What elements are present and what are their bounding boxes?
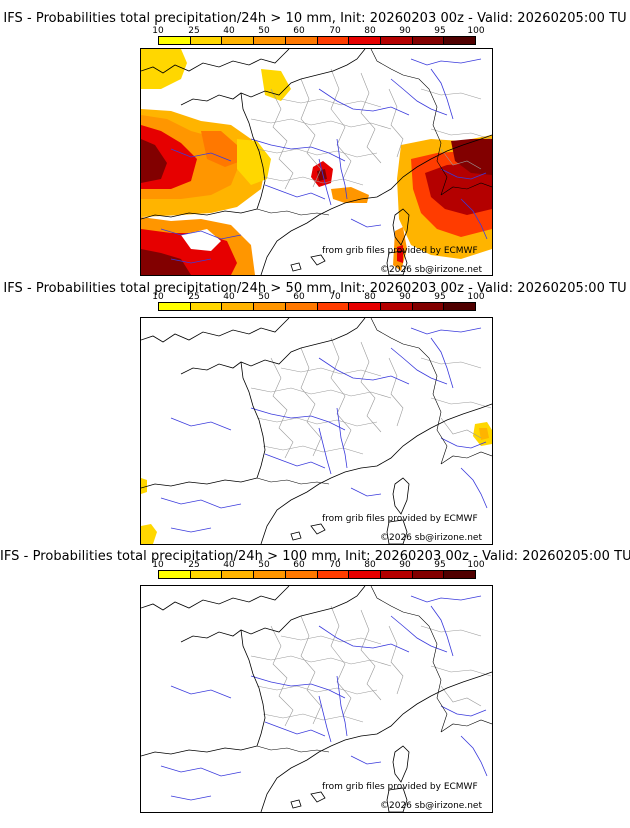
- colorbar-swatch: [254, 303, 286, 310]
- colorbar-swatch: [444, 303, 476, 310]
- panel-title: IFS - Probabilities total precipitation/…: [3, 11, 627, 26]
- map-canvas: [141, 586, 492, 812]
- colorbar-tick: 10: [152, 26, 164, 36]
- colorbar-tick: 90: [399, 560, 411, 570]
- colorbar-tick: 60: [293, 292, 305, 302]
- colorbar-swatch: [159, 303, 191, 310]
- colorbar-tick: 60: [293, 560, 305, 570]
- colorbar-tick: 80: [364, 560, 376, 570]
- colorbar-swatch: [380, 571, 413, 578]
- colorbar-swatch: [254, 37, 286, 44]
- colorbar-ticks: 10 25 40 50 60 70 80 90 95 100: [0, 560, 630, 570]
- colorbar-swatch: [285, 571, 318, 578]
- colorbar-tick: 25: [188, 560, 200, 570]
- colorbar-swatch: [222, 303, 255, 310]
- map-canvas: [141, 318, 492, 544]
- colorbar-tick: 40: [223, 292, 235, 302]
- copyright-credit: ©2026 sb@irizone.net: [380, 265, 482, 275]
- colorbar-swatch: [190, 303, 223, 310]
- precip-map: [140, 585, 493, 813]
- colorbar-tick: 80: [364, 26, 376, 36]
- colorbar-swatch: [285, 37, 318, 44]
- colorbar-tick: 50: [258, 26, 270, 36]
- colorbar-swatch: [222, 571, 255, 578]
- colorbar-swatch: [190, 571, 223, 578]
- colorbar-swatch: [380, 37, 413, 44]
- colorbar-tick: 50: [258, 292, 270, 302]
- map-panel-50mm: IFS - Probabilities total precipitation/…: [0, 270, 630, 546]
- colorbar: [158, 302, 476, 311]
- colorbar-tick: 10: [152, 292, 164, 302]
- precip-map: [140, 317, 493, 545]
- source-credit: from grib files provided by ECMWF: [322, 782, 478, 792]
- colorbar-tick: 25: [188, 292, 200, 302]
- colorbar-swatch: [159, 37, 191, 44]
- colorbar-swatch: [285, 303, 318, 310]
- colorbar-swatch: [317, 37, 350, 44]
- colorbar-ticks: 10 25 40 50 60 70 80 90 95 100: [0, 26, 630, 36]
- colorbar-swatch: [159, 571, 191, 578]
- colorbar-swatch: [412, 303, 445, 310]
- colorbar-tick: 90: [399, 26, 411, 36]
- colorbar-swatch: [317, 571, 350, 578]
- colorbar-swatch: [444, 571, 476, 578]
- source-credit: from grib files provided by ECMWF: [322, 514, 478, 524]
- colorbar: [158, 36, 476, 45]
- colorbar-tick: 50: [258, 560, 270, 570]
- colorbar-swatch: [190, 37, 223, 44]
- colorbar-tick: 90: [399, 292, 411, 302]
- map-canvas: [141, 49, 492, 275]
- colorbar-tick: 40: [223, 26, 235, 36]
- colorbar-swatch: [349, 571, 381, 578]
- colorbar-tick: 100: [467, 560, 485, 570]
- copyright-credit: ©2026 sb@irizone.net: [380, 801, 482, 811]
- colorbar-tick: 100: [467, 26, 485, 36]
- colorbar-swatch: [254, 571, 286, 578]
- colorbar-tick: 25: [188, 26, 200, 36]
- precip-map: [140, 48, 493, 276]
- colorbar-tick: 95: [434, 560, 446, 570]
- colorbar-swatch: [412, 571, 445, 578]
- colorbar-tick: 70: [329, 292, 341, 302]
- colorbar-tick: 40: [223, 560, 235, 570]
- colorbar-swatch: [349, 303, 381, 310]
- probability-field: [141, 422, 492, 544]
- colorbar-swatch: [222, 37, 255, 44]
- colorbar-tick: 60: [293, 26, 305, 36]
- colorbar-tick: 95: [434, 292, 446, 302]
- probability-field: [141, 49, 492, 275]
- colorbar-swatch: [444, 37, 476, 44]
- colorbar-tick: 10: [152, 560, 164, 570]
- source-credit: from grib files provided by ECMWF: [322, 246, 478, 256]
- colorbar-tick: 80: [364, 292, 376, 302]
- colorbar-tick: 70: [329, 560, 341, 570]
- colorbar-tick: 100: [467, 292, 485, 302]
- colorbar: [158, 570, 476, 579]
- map-panel-100mm: IFS - Probabilities total precipitation/…: [0, 540, 630, 816]
- colorbar-swatch: [349, 37, 381, 44]
- colorbar-ticks: 10 25 40 50 60 70 80 90 95 100: [0, 292, 630, 302]
- map-panel-10mm: IFS - Probabilities total precipitation/…: [0, 0, 630, 276]
- colorbar-swatch: [317, 303, 350, 310]
- colorbar-tick: 70: [329, 26, 341, 36]
- copyright-credit: ©2026 sb@irizone.net: [380, 533, 482, 543]
- colorbar-tick: 95: [434, 26, 446, 36]
- panel-title: IFS - Probabilities total precipitation/…: [0, 549, 630, 564]
- colorbar-swatch: [380, 303, 413, 310]
- panel-title: IFS - Probabilities total precipitation/…: [3, 281, 627, 296]
- colorbar-swatch: [412, 37, 445, 44]
